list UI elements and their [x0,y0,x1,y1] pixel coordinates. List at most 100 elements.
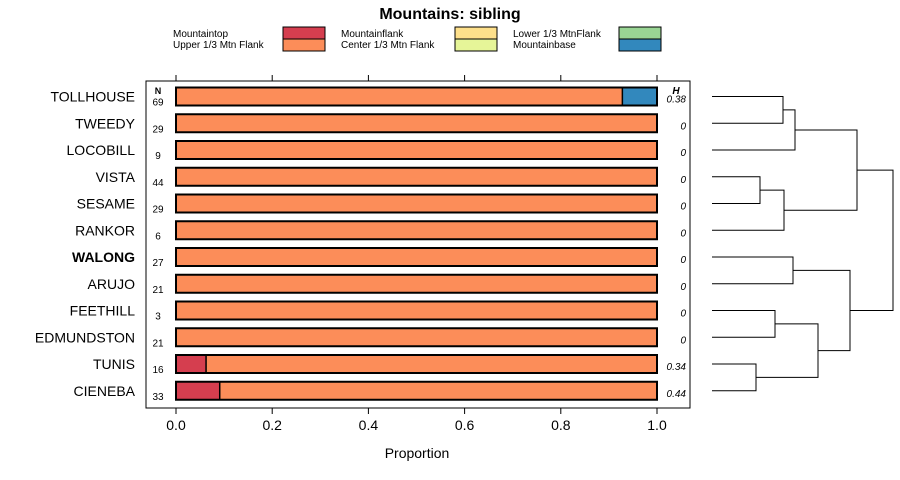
row-h-value: 0 [680,121,686,132]
row-n-value: 21 [152,338,164,349]
x-tick-label: 1.0 [647,417,667,433]
legend-label: Upper 1/3 Mtn Flank [173,40,265,51]
x-tick-label: 0.2 [262,417,282,433]
dendrogram-branch [712,189,785,231]
bar-segment-upper-1-3-mtn-flank [176,167,657,186]
x-axis-top-ticks [175,75,658,81]
rows: TOLLHOUSE 69 0.38 TWEEDY 29 0 LOCOBILL 9 0 VISTA 4… [35,86,687,403]
row-label: RANKOR [75,222,135,238]
bar-outline [175,247,658,267]
bar-segment-upper-1-3-mtn-flank [176,328,657,347]
bar-outline [175,193,658,214]
legend-label: Mountainbase [513,40,576,51]
row-label: CIENEBA [74,383,136,399]
row-n-value: 69 [152,98,164,109]
dendrogram-branch [712,256,794,285]
row-arujo: ARUJO 21 0 [88,273,686,296]
dendrogram-branch [712,363,757,392]
dendrogram-branch [850,169,894,311]
dendrogram-branch [756,323,819,378]
row-label: SESAME [77,196,135,212]
bar-outline [175,327,658,348]
row-h-value: 0 [680,255,686,266]
chart-title: Mountains: sibling [379,6,520,23]
row-h-value: 0 [680,228,686,239]
bar-outline [175,273,658,294]
bar-outline [175,354,658,374]
bar-outline [175,113,658,134]
x-tick-label: 0.8 [551,417,571,433]
row-label: TUNIS [93,356,135,372]
bar-segment-upper-1-3-mtn-flank [176,194,657,213]
bar-outline [175,220,658,241]
bar-segment-upper-1-3-mtn-flank [176,248,657,266]
x-tick-label: 0.4 [359,417,379,433]
row-label: TOLLHOUSE [50,89,135,105]
bar-segment-upper-1-3-mtn-flank [176,141,657,159]
legend-swatch [282,26,326,40]
dendrogram-branch [712,310,776,338]
row-label: TWEEDY [75,115,136,131]
dendrogram-branch [712,96,784,124]
legend-swatch [618,26,662,40]
row-h-value: 0 [680,335,686,346]
row-vista: VISTA 44 0 [96,166,686,189]
x-tick-label: 0.6 [455,417,475,433]
bar-segment-upper-1-3-mtn-flank [206,355,657,373]
row-walong: WALONG 27 0 [72,247,686,269]
row-h-value: 0.34 [667,362,687,373]
bar-segment-mountaintop [176,381,220,400]
bar-segment-upper-1-3-mtn-flank [176,301,657,320]
bar-outline [175,300,658,321]
row-rankor: RANKOR 6 0 [75,220,686,242]
plot-frame [145,80,691,409]
row-tweedy: TWEEDY 29 0 [75,113,686,135]
bar-outline [175,166,658,187]
dendrogram [712,96,894,392]
bar-segment-upper-1-3-mtn-flank [176,221,657,240]
bar-segment-upper-1-3-mtn-flank [219,381,657,400]
row-h-value: 0 [680,309,686,320]
row-label: LOCOBILL [67,142,136,158]
legend-label: Mountainflank [341,29,404,40]
row-label: WALONG [72,249,135,265]
x-axis: 0.0 0.2 0.4 0.6 0.8 1.0 [166,408,667,433]
row-h-value: 0 [680,282,686,293]
row-n-value: 27 [152,258,164,269]
row-n-value: 33 [152,392,164,403]
dendrogram-branch [712,176,761,204]
x-tick-label: 0.0 [166,417,186,433]
row-sesame: SESAME 29 0 [77,193,686,216]
row-label: FEETHILL [70,303,136,319]
x-axis-label: Proportion [385,445,450,461]
row-tollhouse: TOLLHOUSE 69 0.38 [50,86,686,109]
legend-label: Lower 1/3 MtnFlank [513,29,602,40]
row-h-value: 0 [680,202,686,213]
legend-swatch [454,38,498,52]
row-h-value: 0.44 [667,389,687,400]
legend-swatch [618,38,662,52]
dendrogram-branch [793,269,851,352]
legend-swatch [454,26,498,40]
bar-segment-upper-1-3-mtn-flank [176,87,623,106]
row-locobill: LOCOBILL 9 0 [67,140,686,162]
bar-outline [175,86,658,107]
row-feethill: FEETHILL 3 0 [70,300,686,323]
bar-segment-mountaintop [176,355,207,373]
row-n-value: 6 [155,231,161,242]
row-label: ARUJO [88,276,136,292]
row-n-value: 3 [155,312,161,323]
row-label: VISTA [96,169,136,185]
bar-segment-upper-1-3-mtn-flank [176,274,657,293]
row-n-value: 29 [152,205,164,216]
bar-outline [175,140,658,160]
row-tunis: TUNIS 16 0.34 [93,354,687,376]
bar-outline [175,380,658,401]
legend-swatch [282,38,326,52]
row-h-value: 0 [680,175,686,186]
row-edmundston: EDMUNDSTON 21 0 [35,327,686,349]
row-n-value: 29 [152,124,164,135]
h-column-header: H [672,86,680,97]
row-n-value: 16 [152,365,164,376]
